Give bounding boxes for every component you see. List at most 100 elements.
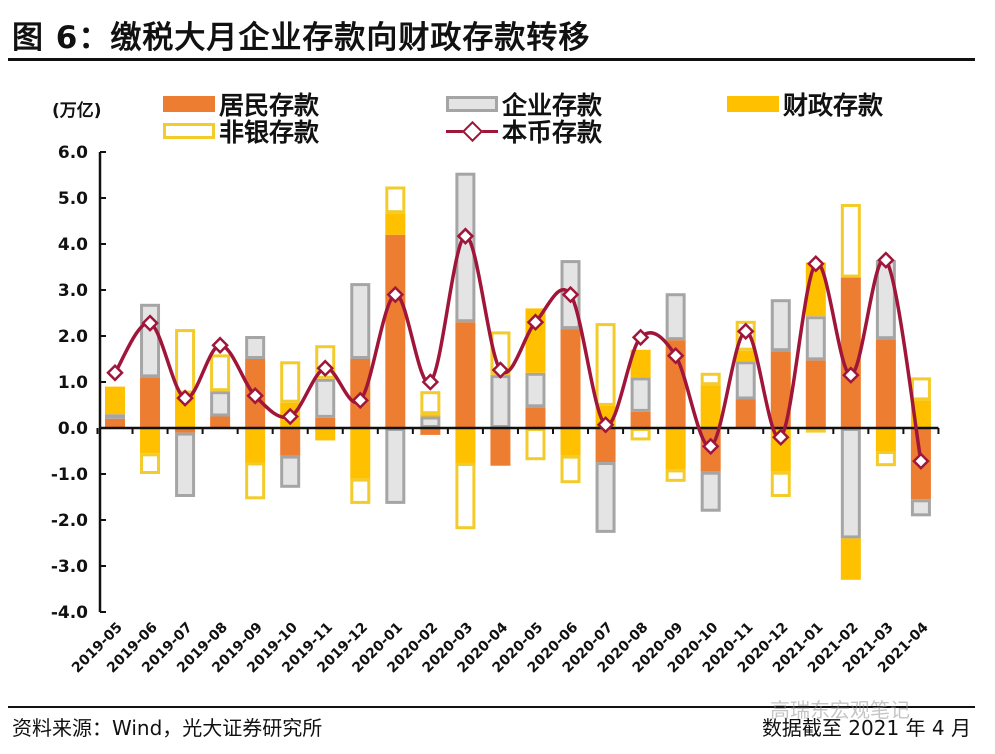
bar-nonbank-2021-03 <box>875 451 896 467</box>
bar-fiscal-2020-11 <box>735 350 756 362</box>
line-marker-2020-08 <box>631 328 650 347</box>
y-tick-label: 1.0 <box>58 373 88 393</box>
bar-resident-2019-05 <box>105 418 125 428</box>
line-marker-2020-01 <box>386 285 405 304</box>
bar-resident-2020-02 <box>420 428 441 435</box>
bar-nonbank-2019-07 <box>175 329 196 394</box>
y-tick-label: 2.0 <box>58 327 88 347</box>
bar-enterprise-2021-02 <box>840 428 861 539</box>
axes-layer <box>96 151 940 613</box>
bar-enterprise-2021-01 <box>805 316 826 361</box>
bar-nonbank-2020-09 <box>665 469 686 482</box>
bar-resident-2020-03 <box>455 322 476 428</box>
y-tick-label: 4.0 <box>58 235 88 255</box>
bar-fiscal-2019-05 <box>105 386 125 415</box>
bar-enterprise-2020-09 <box>665 293 686 341</box>
bar-nonbank-2021-02 <box>840 203 861 278</box>
bar-nonbank-2019-12 <box>350 478 371 504</box>
bar-fiscal-2020-01 <box>385 213 406 235</box>
bar-resident-2019-08 <box>210 416 231 428</box>
line-marker-2019-06 <box>141 314 159 332</box>
bar-enterprise-2019-09 <box>245 336 266 359</box>
line-marker-2021-01 <box>807 255 825 273</box>
legend-label: 本币存款 <box>502 118 603 147</box>
line-marker-2020-11 <box>736 322 755 341</box>
line-marker-2019-08 <box>211 336 229 354</box>
bar-nonbank-2019-09 <box>245 462 266 500</box>
line-marker-2019-07 <box>176 389 194 407</box>
y-tick-label: -4.0 <box>51 603 88 623</box>
bar-fiscal-2020-08 <box>630 349 651 378</box>
bar-fiscal-2021-03 <box>875 428 896 451</box>
legend-swatch-nonbank <box>163 123 215 139</box>
bar-resident-2020-08 <box>630 411 651 428</box>
title-divider <box>8 58 975 61</box>
legend-item-enterprise-deposits: 企业存款 <box>446 86 602 122</box>
y-tick-label: -2.0 <box>51 511 88 531</box>
bar-nonbank-2019-06 <box>140 453 161 474</box>
bar-fiscal-2020-02 <box>420 414 441 417</box>
bar-resident-2021-01 <box>805 360 826 428</box>
legend-item-local-currency-deposits: 本币存款 <box>446 113 602 149</box>
bar-enterprise-2020-01 <box>385 428 406 504</box>
bar-resident-2019-07 <box>175 428 196 433</box>
bar-fiscal-2020-06 <box>560 428 581 456</box>
bar-fiscal-2019-09 <box>245 428 266 463</box>
line-marker-2020-02 <box>421 373 440 391</box>
line-marker-2019-09 <box>246 387 264 405</box>
line-marker-2019-10 <box>281 407 299 426</box>
line-local-currency-deposits <box>113 234 923 462</box>
bar-enterprise-2020-07 <box>595 462 616 533</box>
bar-enterprise-2019-10 <box>280 455 301 488</box>
legend-label: 非银存款 <box>219 118 320 147</box>
line-marker-2019-12 <box>351 391 370 410</box>
footer-divider <box>8 706 975 708</box>
y-tick-label: 0.0 <box>58 419 88 439</box>
bar-nonbank-2020-05 <box>525 428 546 461</box>
legend-label: 企业存款 <box>502 91 603 120</box>
bar-resident-2019-06 <box>140 377 161 428</box>
bar-nonbank-2020-06 <box>560 455 581 484</box>
legend-item-resident-deposits: 居民存款 <box>163 86 319 122</box>
line-marker-2020-04 <box>491 361 510 379</box>
bar-fiscal-2019-11 <box>315 428 336 441</box>
bar-resident-2020-04 <box>490 428 511 466</box>
legend-label: 居民存款 <box>219 91 320 120</box>
bar-fiscal-2019-12 <box>350 428 371 479</box>
legend-item-fiscal-deposits: 财政存款 <box>727 86 883 122</box>
y-tick-label: 6.0 <box>58 143 88 163</box>
bar-enterprise-2020-11 <box>735 361 756 400</box>
chart-title: 图 6：缴税大月企业存款向财政存款转移 <box>12 20 591 56</box>
bar-resident-2021-02 <box>840 277 861 428</box>
y-tick-label: 3.0 <box>58 281 88 301</box>
line-marker-2020-03 <box>456 227 475 245</box>
line-marker-2020-06 <box>561 285 580 304</box>
bar-enterprise-2020-10 <box>700 471 721 512</box>
bar-resident-2020-06 <box>560 329 581 428</box>
bar-enterprise-2019-11 <box>315 378 336 418</box>
y-axis-unit-label: (万亿) <box>52 101 102 121</box>
bar-resident-2021-03 <box>875 339 896 428</box>
line-marker-2020-05 <box>526 313 545 331</box>
bar-nonbank-2020-10 <box>700 372 721 386</box>
bar-resident-2020-11 <box>735 399 756 428</box>
line-marker-2019-05 <box>106 364 124 382</box>
line-marker-2020-07 <box>596 416 615 434</box>
bar-enterprise-2019-05 <box>105 414 125 419</box>
bar-nonbank-2019-10 <box>280 361 301 403</box>
bar-enterprise-2019-12 <box>350 283 371 360</box>
legend-swatch-enterprise <box>446 96 498 112</box>
y-tick-label: -1.0 <box>51 465 88 485</box>
bar-enterprise-2021-04 <box>910 499 931 517</box>
line-layer <box>106 227 930 470</box>
line-marker-2020-12 <box>771 428 790 446</box>
bar-nonbank-2021-01 <box>805 428 826 433</box>
bar-fiscal-2020-03 <box>455 428 476 463</box>
line-marker-2020-09 <box>666 347 685 365</box>
legend-label: 财政存款 <box>783 91 884 120</box>
bar-resident-2020-05 <box>525 407 546 428</box>
source-note: 资料来源：Wind，光大证券研究所 <box>12 716 323 740</box>
line-marker-2021-04 <box>912 452 930 470</box>
line-marker-2021-03 <box>877 251 895 269</box>
bar-enterprise-2019-08 <box>210 391 231 417</box>
